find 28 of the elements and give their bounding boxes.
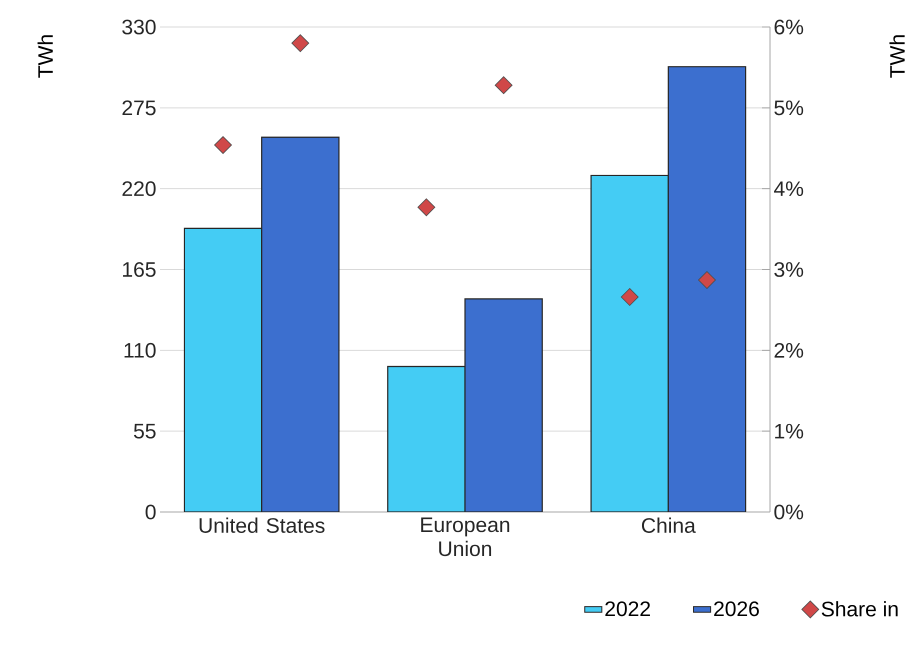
y-tick-label: 165: [123, 262, 156, 277]
y2-tick-label: 4%: [774, 181, 804, 196]
y2-tick-label: 2%: [774, 342, 804, 358]
x-tick-label: European Union: [421, 518, 510, 556]
y-axis-title: TWh: [38, 35, 53, 78]
bar: [668, 66, 746, 512]
bar: [261, 136, 340, 512]
y-tick-label: 220: [122, 181, 156, 196]
bar: [184, 228, 262, 512]
y-tick-label: 330: [122, 20, 156, 34]
bar: [464, 298, 543, 512]
y2-tick-label: 3%: [774, 262, 804, 277]
x-tick-label: China: [642, 518, 696, 533]
y2-tick-label: 6%: [774, 20, 804, 34]
bar: [590, 174, 669, 512]
x-tick-label: United States: [200, 518, 325, 533]
y-tick-label: 110: [124, 342, 156, 358]
y2-tick-label: 1%: [775, 424, 804, 439]
y2-tick-label: 0%: [774, 504, 804, 520]
y2-tick-label: 5%: [774, 100, 804, 116]
legend-label: 2022: [605, 601, 650, 616]
y2-axis-title: TWh: [889, 35, 905, 78]
y-tick-label: 0: [146, 504, 156, 520]
legend-label: 2026: [714, 601, 759, 616]
legend-label: Share in: [822, 601, 898, 616]
bar: [387, 366, 466, 512]
y-tick-label: 55: [134, 424, 156, 438]
y-tick-label: 275: [122, 100, 156, 116]
